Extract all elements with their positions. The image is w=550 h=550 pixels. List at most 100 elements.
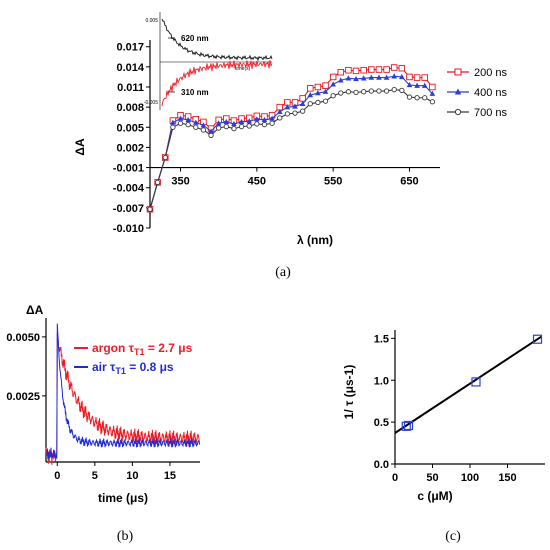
panel-a-point (246, 118, 253, 124)
panel-a-point (322, 98, 329, 104)
panel-a-point (383, 88, 390, 94)
panel-a-point (330, 93, 336, 99)
panel-a-inset-label-620: 620 nm (181, 34, 209, 43)
panel-a-xlabel: λ (nm) (297, 233, 333, 247)
panel-a-point (429, 99, 436, 105)
panel-a-point (223, 118, 230, 125)
panel-b-legend-label: air τT1 = 0.8 μs (92, 360, 174, 376)
panel-a-caption: (a) (275, 265, 291, 280)
panel-a-point (399, 73, 405, 80)
panel-a-point (322, 82, 329, 89)
panel-a-point (215, 120, 222, 126)
panel-a-point (361, 89, 367, 95)
panel-a-inset-xlabel: time(s) (235, 66, 251, 72)
panel-a-point (360, 75, 367, 81)
panel-a-point (345, 89, 352, 95)
panel-a-point (147, 206, 153, 212)
panel-a-ytick-label: 0.014 (116, 62, 144, 74)
panel-c-ylabel: 1/ τ (μs-1) (342, 365, 356, 420)
panel-b-axes: 0.0025 0.0050 0 5 10 15 (6, 318, 200, 482)
panel-b-xtick-label: 15 (164, 470, 176, 482)
panel-a-point (329, 73, 337, 81)
panel-a-point (200, 127, 207, 133)
panel-a-point (353, 75, 359, 82)
panel-a-point (185, 116, 191, 123)
panel-a-xtick-label: 650 (400, 176, 418, 188)
panel-a-legend-label: 400 ns (474, 87, 508, 99)
panel-a-marks (146, 64, 436, 213)
panel-a-point (276, 108, 283, 115)
panel-a-point (292, 110, 298, 116)
panel-a-ytick-label: 0.011 (117, 82, 144, 94)
panel-a-point (429, 83, 436, 91)
panel-a-point (421, 82, 428, 88)
panel-a: -0.010-0.007-0.004-0.0010.0020.0050.0080… (73, 12, 508, 280)
panel-a-point (421, 74, 428, 81)
panel-b: 0.0025 0.0050 0 5 10 15 ΔA time (μs) (b) argo… (6, 303, 201, 544)
panel-a-point (383, 74, 390, 80)
panel-a-inset-ytick-label: 0.005 (145, 18, 158, 24)
panel-a-inset-trace-310 (161, 60, 273, 107)
panel-a-point (231, 120, 237, 127)
panel-a-ytick-label: 0.017 (116, 42, 144, 54)
panel-a-point (185, 121, 191, 128)
panel-c-ytick-label: 0.5 (374, 417, 389, 429)
panel-c-xtick-label: 150 (498, 472, 516, 484)
panel-b-xlabel: time (μs) (98, 491, 148, 505)
panel-a-ylabel: ΔA (73, 138, 87, 156)
panel-b-trace (45, 323, 201, 460)
panel-a-point (162, 154, 168, 161)
panel-a-point (414, 82, 420, 88)
panel-c-axes: 0.0 0.5 1.0 1.5 0 50 100 150 (374, 330, 545, 484)
panel-c-point (403, 420, 414, 431)
panel-a-ytick-label: 0.008 (116, 102, 144, 114)
panel-a-point (299, 95, 306, 102)
panel-b-xtick-label: 0 (54, 470, 60, 482)
panel-a-point (223, 123, 229, 130)
panel-a-legend: 200 ns 400 ns 700 ns (447, 67, 508, 119)
panel-a-point (177, 120, 184, 126)
panel-a-point (376, 74, 382, 80)
panel-a-point (154, 179, 161, 185)
panel-a-point (299, 108, 306, 114)
panel-a-point (261, 121, 268, 128)
panel-a-point (376, 88, 382, 94)
panel-a-point (193, 124, 199, 130)
panel-b-legend-label: argon τT1 = 2.7 μs (92, 341, 193, 357)
panel-a-point (254, 116, 260, 122)
panel-a-point (261, 116, 268, 123)
panel-c-ytick-label: 1.0 (374, 375, 389, 387)
panel-a-point (406, 94, 413, 100)
panel-a-point (330, 81, 336, 87)
panel-a-point (231, 125, 237, 132)
panel-a-point (299, 100, 306, 106)
panel-a-legend-marker (454, 68, 462, 76)
panel-a-ytick-label: -0.001 (113, 163, 144, 175)
panel-a-point (238, 118, 245, 125)
panel-c-xtick-label: 0 (392, 472, 398, 484)
panel-a-point (314, 83, 322, 91)
panel-a-point (375, 66, 383, 73)
panel-a-point (360, 66, 367, 74)
panel-a-point (345, 75, 352, 81)
panel-a-axes: -0.010 -0.007 -0.004 -0.001 0.002 0.005 0.008 0… (113, 40, 440, 235)
panel-a-point (422, 95, 428, 101)
panel-a-point (307, 92, 314, 98)
panel-a-point (307, 85, 314, 92)
panel-a-point (390, 64, 398, 71)
panel-c-caption: (c) (445, 529, 461, 544)
panel-a-xtick-label: 450 (248, 176, 266, 188)
panel-a-point (200, 122, 207, 128)
panel-c-xtick-label: 100 (461, 472, 479, 484)
panel-a-legend-label: 700 ns (474, 107, 508, 119)
panel-a-inset-trace-620 (161, 18, 273, 62)
panel-a-point (208, 128, 214, 134)
panel-c-point (401, 421, 411, 431)
panel-a-point (383, 66, 390, 73)
panel-a-point (337, 68, 345, 76)
panel-c-ytick-label: 1.5 (374, 333, 389, 345)
panel-b-caption: (b) (117, 529, 134, 544)
panel-a-series-line (149, 89, 433, 210)
panel-a-point (322, 88, 329, 94)
